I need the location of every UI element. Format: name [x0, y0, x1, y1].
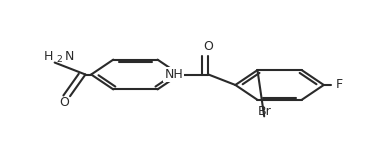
Text: O: O: [204, 40, 213, 53]
Text: F: F: [335, 78, 342, 91]
Text: Br: Br: [257, 105, 271, 118]
Text: NH: NH: [165, 68, 183, 81]
Text: 2: 2: [56, 55, 62, 64]
Text: N: N: [65, 50, 74, 63]
Text: H: H: [43, 50, 53, 63]
Text: O: O: [59, 96, 69, 109]
